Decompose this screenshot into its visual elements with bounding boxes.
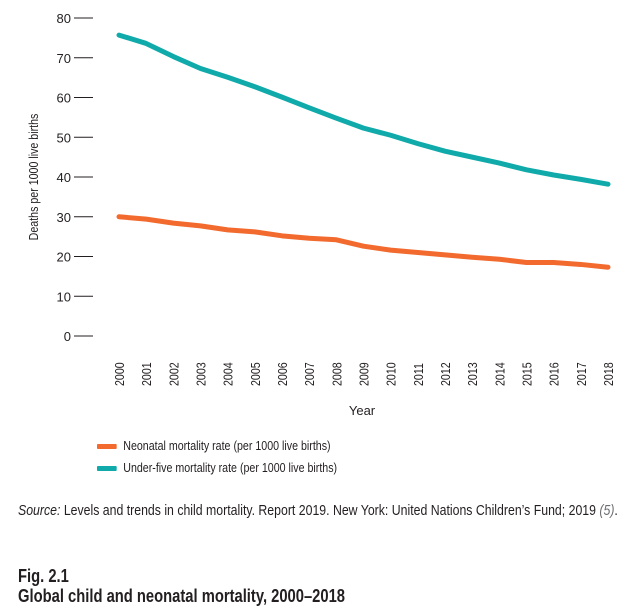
y-tick-label: 60 [57,91,71,106]
y-axis: 0 10 20 30 40 50 60 70 80 [57,11,93,344]
source-label: Source: [18,502,61,519]
x-tick-label: 2004 [221,362,236,386]
x-tick-label: 2015 [519,362,534,386]
figure-title: Global child and neonatal mortality, 200… [18,586,346,606]
source-note: Source: Levels and trends in child morta… [18,502,625,520]
x-tick-label: 2014 [492,362,507,386]
x-axis-title: Year [349,403,376,418]
source-end: . [614,502,618,519]
x-tick-label: 2006 [275,362,290,386]
x-tick-label: 2003 [193,362,208,386]
legend-swatch-under-five [97,465,117,471]
series-line-neonatal [116,214,611,270]
x-tick-label: 2009 [356,362,371,386]
y-tick-label: 30 [57,210,71,225]
y-tick-label: 20 [57,250,71,265]
x-tick-label: 2005 [248,362,263,386]
y-tick-label: 0 [64,329,71,344]
series-group [116,32,611,270]
x-tick-label: 2002 [166,362,181,386]
y-tick-label: 10 [57,289,71,304]
series-line-under-five [116,32,611,187]
source-reference[interactable]: (5) [599,502,615,519]
x-tick-label: 2016 [547,362,562,386]
x-tick-label: 2001 [139,362,154,386]
legend: Neonatal mortality rate (per 1000 live b… [97,435,337,479]
x-tick-label: 2007 [302,362,317,386]
x-tick-label: 2000 [112,362,127,386]
legend-item-neonatal: Neonatal mortality rate (per 1000 live b… [97,435,337,457]
y-axis-title: Deaths per 1000 live births [26,114,41,241]
x-tick-label: 2013 [465,362,480,386]
legend-swatch-neonatal [97,443,117,449]
x-tick-label: 2008 [329,362,344,386]
x-tick-label: 2010 [384,362,399,386]
y-tick-label: 70 [57,51,71,66]
legend-label-under-five: Under-five mortality rate (per 1000 live… [123,460,338,475]
y-tick-label: 40 [57,170,71,185]
figure-number: Fig. 2.1 [18,566,69,586]
y-tick-label: 80 [57,11,71,26]
x-axis: 2000 2001 2002 2003 2004 2005 2006 2007 2008 2009… [112,362,616,386]
x-tick-label: 2018 [601,362,616,386]
x-tick-label: 2012 [438,362,453,386]
figure-caption: Fig. 2.1 Global child and neonatal morta… [18,566,345,606]
source-text: Levels and trends in child mortality. Re… [60,502,600,519]
x-tick-label: 2011 [411,363,426,386]
x-tick-label: 2017 [574,362,589,386]
y-tick-label: 50 [57,130,71,145]
legend-label-neonatal: Neonatal mortality rate (per 1000 live b… [123,438,331,453]
legend-item-under-five: Under-five mortality rate (per 1000 live… [97,457,337,479]
